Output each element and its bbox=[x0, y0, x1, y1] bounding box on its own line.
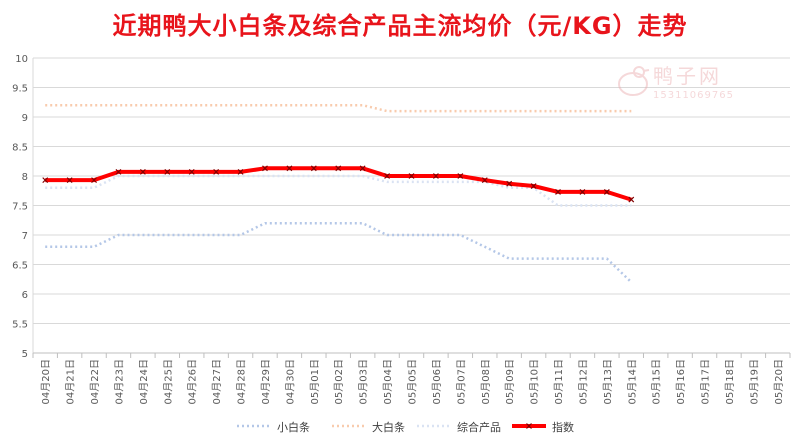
series-line-3 bbox=[45, 174, 632, 207]
series-point-marker bbox=[91, 177, 97, 184]
series-point-marker bbox=[579, 189, 586, 195]
x-tick-label: 05月10日 bbox=[529, 359, 541, 404]
watermark-phone: 15311069765 bbox=[653, 90, 734, 101]
y-tick-label: 10 bbox=[15, 54, 28, 65]
y-tick-label: 6 bbox=[22, 290, 28, 301]
series-point-marker bbox=[42, 177, 49, 184]
x-tick-label: 05月01日 bbox=[309, 359, 321, 404]
x-tick-label: 04月25日 bbox=[162, 359, 174, 404]
series-point-marker bbox=[530, 183, 537, 189]
x-tick-label: 04月24日 bbox=[138, 359, 150, 404]
series-point-marker bbox=[213, 168, 220, 175]
x-tick-label: 04月22日 bbox=[89, 359, 101, 404]
y-tick-label: 8 bbox=[22, 172, 28, 183]
x-tick-label: 05月15日 bbox=[651, 359, 663, 404]
series-point-marker bbox=[555, 189, 561, 195]
legend-swatch bbox=[512, 423, 546, 429]
x-tick-label: 05月05日 bbox=[407, 359, 419, 404]
legend-label: 指数 bbox=[552, 421, 574, 434]
series-point-marker bbox=[457, 173, 464, 179]
x-tick-label: 05月19日 bbox=[748, 359, 760, 404]
x-tick-label: 04月21日 bbox=[65, 359, 77, 404]
series-point-marker bbox=[66, 177, 73, 184]
series-point-marker bbox=[408, 173, 415, 179]
x-tick-label: 05月11日 bbox=[553, 359, 565, 404]
legend: 小白条 大白条 综合产品 指数 bbox=[0, 416, 800, 436]
y-tick-label: 9 bbox=[22, 113, 28, 124]
series-point-marker bbox=[286, 165, 293, 172]
y-tick-label: 5 bbox=[22, 349, 28, 360]
y-tick-label: 7 bbox=[22, 231, 28, 242]
x-tick-label: 05月06日 bbox=[431, 359, 443, 404]
x-tick-label: 05月04日 bbox=[382, 359, 394, 404]
y-tick-label: 6.5 bbox=[12, 261, 28, 272]
legend-swatch bbox=[332, 424, 366, 428]
gridlines bbox=[32, 57, 790, 354]
x-tick-label: 04月20日 bbox=[40, 359, 52, 404]
y-axis-ticks: 5 5.5 6 6.5 7 7.5 8 8.5 9 9.5 10 bbox=[12, 54, 28, 360]
series-point-marker bbox=[603, 189, 610, 195]
x-tick-label: 05月18日 bbox=[724, 359, 736, 404]
y-tick-label: 5.5 bbox=[12, 320, 28, 331]
series-line-2 bbox=[45, 103, 632, 113]
watermark-text: 鸭子网 bbox=[653, 64, 722, 88]
legend-label: 综合产品 bbox=[457, 421, 501, 434]
y-tick-label: 9.5 bbox=[12, 84, 28, 95]
series-lines bbox=[42, 103, 635, 284]
series-line-4 bbox=[45, 166, 632, 202]
series-point-marker bbox=[310, 165, 317, 172]
duck-logo-icon bbox=[618, 66, 650, 96]
x-tick-label: 04月27日 bbox=[211, 359, 223, 404]
series-point-marker bbox=[335, 165, 342, 172]
x-tick-label: 05月13日 bbox=[602, 359, 614, 404]
series-point-marker bbox=[384, 173, 391, 179]
legend-swatch bbox=[237, 424, 271, 428]
legend-label: 小白条 bbox=[277, 421, 310, 434]
x-tick-label: 05月03日 bbox=[358, 359, 370, 404]
legend-swatch bbox=[417, 424, 451, 428]
watermark: 鸭子网 15311069765 bbox=[615, 58, 775, 108]
x-tick-label: 05月16日 bbox=[675, 359, 687, 404]
series-point-marker bbox=[506, 180, 513, 187]
x-tick-label: 05月09日 bbox=[504, 359, 516, 404]
x-tick-label: 04月29日 bbox=[260, 359, 272, 404]
series-point-marker bbox=[188, 168, 195, 175]
series-point-marker bbox=[115, 168, 122, 175]
x-tick-label: 04月30日 bbox=[284, 359, 296, 404]
x-tick-label: 05月07日 bbox=[455, 359, 467, 404]
series-point-marker bbox=[262, 165, 268, 172]
series-line-1 bbox=[45, 221, 633, 284]
series-point-marker bbox=[139, 168, 146, 175]
x-tick-label: 04月26日 bbox=[187, 359, 199, 404]
x-tick-label: 05月08日 bbox=[480, 359, 492, 404]
x-tick-label: 05月20日 bbox=[773, 359, 785, 404]
x-tick-label: 04月23日 bbox=[113, 359, 125, 404]
y-tick-label: 7.5 bbox=[12, 202, 28, 213]
series-point-marker bbox=[432, 173, 439, 179]
series-point-marker bbox=[628, 196, 635, 203]
series-point-marker bbox=[359, 165, 366, 172]
series-point-marker bbox=[481, 177, 488, 184]
series-point-marker bbox=[237, 168, 244, 175]
x-tick-label: 05月12日 bbox=[577, 359, 589, 404]
y-tick-label: 8.5 bbox=[12, 143, 28, 154]
x-tick-label: 04月28日 bbox=[236, 359, 248, 404]
x-axis-ticks: 04月20日 04月21日 04月22日 04月23日 04月24日 04月25日 04月2… bbox=[32, 353, 791, 404]
series-point-marker bbox=[164, 168, 171, 175]
x-tick-label: 05月02日 bbox=[333, 359, 345, 404]
x-tick-label: 05月14日 bbox=[626, 359, 638, 404]
chart-title: 近期鸭大小白条及综合产品主流均价（元/KG）走势 bbox=[112, 12, 688, 40]
x-tick-label: 05月17日 bbox=[700, 359, 712, 404]
legend-label: 大白条 bbox=[372, 421, 405, 434]
